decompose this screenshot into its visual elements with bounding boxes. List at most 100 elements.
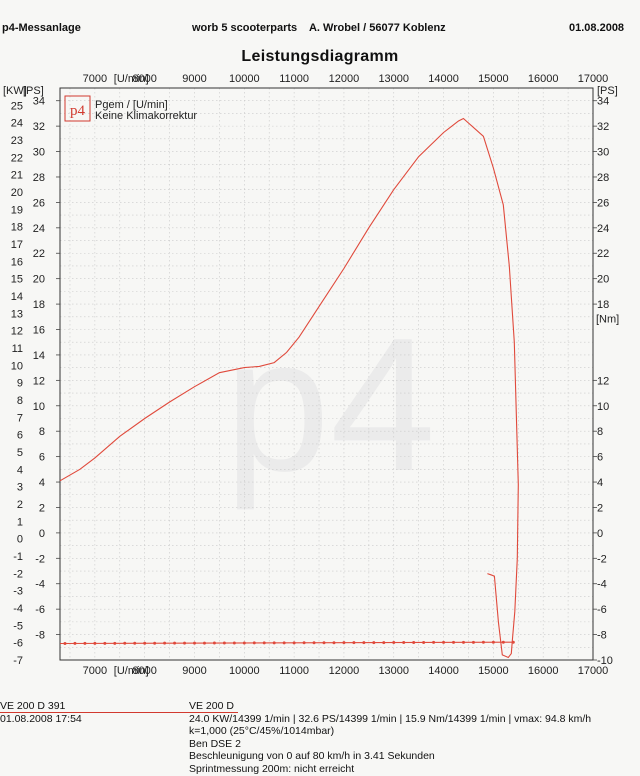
baseline-marker bbox=[442, 640, 446, 644]
baseline-marker bbox=[382, 641, 386, 645]
baseline-marker bbox=[83, 641, 87, 645]
kw-tick: 24 bbox=[11, 118, 23, 130]
x-tick-bottom: 10000 bbox=[229, 665, 260, 677]
baseline-marker bbox=[511, 640, 515, 644]
ps-tick-left: 16 bbox=[33, 325, 45, 337]
kw-tick: 19 bbox=[11, 204, 23, 216]
x-tick-bottom: 15000 bbox=[478, 665, 509, 677]
ps-tick-right: -2 bbox=[597, 553, 607, 565]
ps-tick-right: 32 bbox=[597, 121, 609, 133]
baseline-marker bbox=[73, 641, 77, 645]
ps-tick-left: 24 bbox=[33, 223, 45, 235]
baseline-marker bbox=[481, 640, 485, 644]
ps-tick-left: 22 bbox=[33, 248, 45, 260]
kw-tick: -3 bbox=[13, 586, 23, 598]
ps-tick-left: 14 bbox=[33, 350, 45, 362]
x-tick-top: 10000 bbox=[229, 73, 260, 85]
kw-tick: 14 bbox=[11, 291, 23, 303]
ps-tick-left: 8 bbox=[39, 426, 45, 438]
kw-tick: -7 bbox=[13, 655, 23, 667]
ps-axis-label-right: [PS] bbox=[597, 85, 618, 97]
ps-tick-right: 6 bbox=[597, 452, 603, 464]
kw-tick: -6 bbox=[13, 638, 23, 650]
baseline-marker bbox=[452, 640, 456, 644]
ps-tick-right: -4 bbox=[597, 579, 607, 591]
baseline-marker bbox=[212, 641, 216, 645]
footer-vehicle-left: VE 200 D 391 bbox=[0, 700, 66, 712]
baseline-marker bbox=[332, 641, 336, 645]
power-curve bbox=[59, 117, 519, 659]
baseline-marker bbox=[232, 641, 236, 645]
footer-divider bbox=[0, 712, 238, 713]
ps-tick-left: 30 bbox=[33, 147, 45, 159]
ps-tick-right: -6 bbox=[597, 604, 607, 616]
kw-tick: -4 bbox=[13, 603, 23, 615]
baseline-marker bbox=[292, 641, 296, 645]
baseline-marker bbox=[412, 640, 416, 644]
baseline-marker bbox=[272, 641, 276, 645]
ps-tick-right: 8 bbox=[597, 426, 603, 438]
baseline-marker bbox=[312, 641, 316, 645]
ps-tick-right: 0 bbox=[597, 528, 603, 540]
baseline-marker bbox=[63, 641, 67, 645]
ps-tick-left: 0 bbox=[39, 528, 45, 540]
x-tick-top: 14000 bbox=[428, 73, 459, 85]
x-tick-top: 13000 bbox=[378, 73, 409, 85]
x-tick-top: 12000 bbox=[329, 73, 360, 85]
baseline-marker bbox=[392, 641, 396, 645]
baseline-marker bbox=[302, 641, 306, 645]
baseline-marker bbox=[242, 641, 246, 645]
x-tick-top: 11000 bbox=[279, 73, 309, 85]
kw-tick: 25 bbox=[11, 100, 23, 112]
x-tick-top: 7000 bbox=[83, 73, 107, 85]
baseline-marker bbox=[202, 641, 206, 645]
footer-right: VE 200 D 24.0 KW/14399 1/min | 32.6 PS/1… bbox=[189, 700, 591, 775]
kw-tick: 22 bbox=[11, 152, 23, 164]
ps-tick-left: 10 bbox=[33, 401, 45, 413]
x-tick-top: 17000 bbox=[578, 73, 609, 85]
baseline-marker bbox=[282, 641, 286, 645]
kw-tick: 7 bbox=[17, 412, 23, 424]
chart-title: Leistungsdiagramm bbox=[241, 48, 399, 65]
x-axis-label-bottom: [U/min] bbox=[114, 665, 149, 677]
ps-tick-left: 6 bbox=[39, 452, 45, 464]
baseline-marker bbox=[322, 641, 326, 645]
baseline-marker bbox=[491, 640, 495, 644]
x-tick-top: 16000 bbox=[528, 73, 559, 85]
footer-vehicle-right: VE 200 D bbox=[189, 700, 234, 712]
plot-frame bbox=[59, 87, 594, 661]
kw-tick: 15 bbox=[11, 274, 23, 286]
ps-axis-label-left: [PS] bbox=[23, 85, 44, 97]
baseline-marker bbox=[471, 640, 475, 644]
ps-tick-left: 4 bbox=[39, 477, 45, 489]
baseline-marker bbox=[501, 640, 505, 644]
nm-axis-label: [Nm] bbox=[596, 314, 619, 326]
x-tick-bottom: 17000 bbox=[578, 665, 609, 677]
ps-tick-right: 20 bbox=[597, 274, 609, 286]
baseline-marker bbox=[422, 640, 426, 644]
footer-correction: k=1,000 (25°C/45%/1014mbar) bbox=[189, 725, 335, 737]
header-left: p4-Messanlage bbox=[2, 22, 81, 34]
ps-tick-left: 32 bbox=[33, 121, 45, 133]
kw-tick: 16 bbox=[11, 256, 23, 268]
kw-tick: 10 bbox=[11, 360, 23, 372]
legend-entry: Keine Klimakorrektur bbox=[95, 110, 197, 122]
legend-logo-box bbox=[64, 95, 91, 122]
x-tick-bottom: 8000 bbox=[132, 665, 156, 677]
x-tick-bottom: 11000 bbox=[279, 665, 309, 677]
x-axis-label-top: [U/min] bbox=[114, 73, 149, 85]
kw-tick: 5 bbox=[17, 447, 23, 459]
kw-tick: -5 bbox=[13, 620, 23, 632]
baseline-marker bbox=[262, 641, 266, 645]
ps-tick-left: -4 bbox=[35, 579, 45, 591]
footer-date-left: 01.08.2008 17:54 bbox=[0, 712, 82, 725]
x-tick-bottom: 14000 bbox=[428, 665, 459, 677]
ps-tick-right: 2 bbox=[597, 502, 603, 514]
footer-config: Ben DSE 2 bbox=[189, 737, 241, 750]
ps-tick-right: 4 bbox=[597, 477, 603, 489]
ps-tick-right: 18 bbox=[597, 299, 609, 311]
baseline-marker bbox=[222, 641, 226, 645]
ps-tick-right: 28 bbox=[597, 172, 609, 184]
ps-tick-left: 34 bbox=[33, 96, 45, 108]
baseline-marker bbox=[192, 641, 196, 645]
